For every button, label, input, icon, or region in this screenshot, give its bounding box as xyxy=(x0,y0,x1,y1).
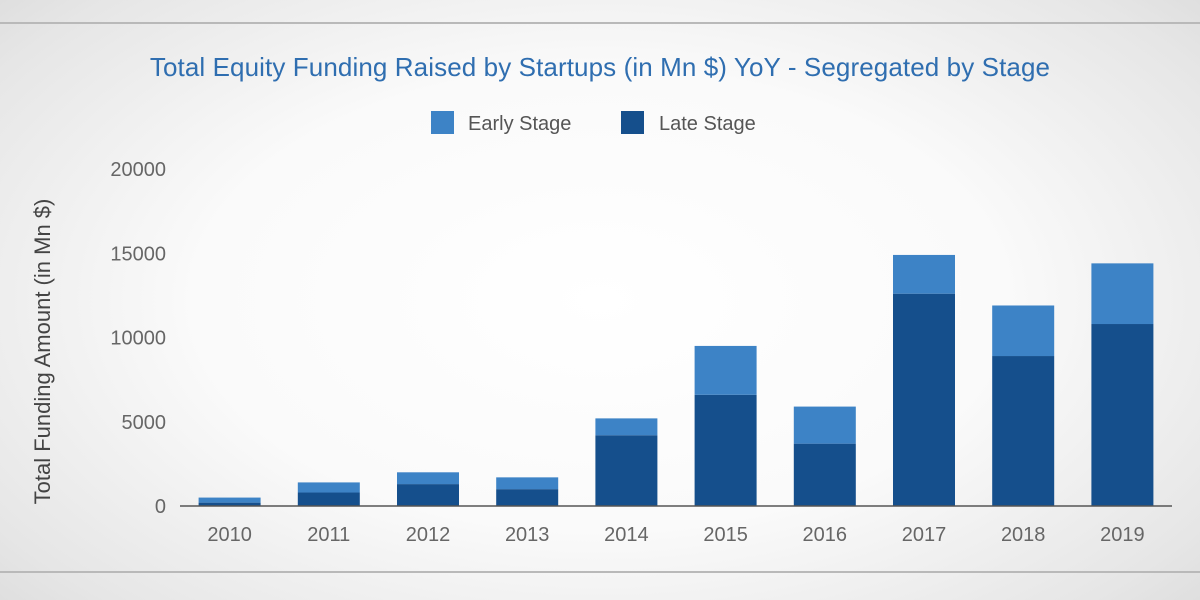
bar-early-stage xyxy=(893,254,955,294)
legend-swatch xyxy=(431,111,454,134)
top-divider xyxy=(0,22,1200,24)
y-tick-label: 0 xyxy=(155,496,166,518)
y-tick-label: 10000 xyxy=(110,328,166,350)
bar-late-stage xyxy=(694,394,757,506)
bar-late-stage xyxy=(793,443,856,506)
x-tick-label: 2012 xyxy=(406,524,451,546)
x-tick-label: 2019 xyxy=(1100,524,1145,546)
bar-early-stage xyxy=(1091,263,1154,325)
bar-early-stage xyxy=(992,305,1055,357)
x-tick-label: 2016 xyxy=(803,524,848,546)
legend-label: Late Stage xyxy=(659,113,756,135)
bar-early-stage xyxy=(397,472,459,485)
bar-late-stage xyxy=(297,492,360,506)
bar-late-stage xyxy=(496,489,559,506)
x-tick-label: 2017 xyxy=(902,524,947,546)
x-tick-label: 2014 xyxy=(604,524,649,546)
bar-late-stage xyxy=(397,484,459,506)
y-tick-label: 15000 xyxy=(110,243,166,265)
bar-late-stage xyxy=(893,293,955,506)
x-tick-label: 2013 xyxy=(505,524,550,546)
x-tick-label: 2018 xyxy=(1001,524,1046,546)
legend-swatch xyxy=(621,111,644,134)
bar-late-stage xyxy=(198,502,261,506)
bar-early-stage xyxy=(198,497,261,503)
bar-late-stage xyxy=(992,356,1055,506)
bar-early-stage xyxy=(595,418,658,436)
y-tick-label: 20000 xyxy=(110,159,166,181)
chart-title: Total Equity Funding Raised by Startups … xyxy=(149,52,1051,82)
x-tick-label: 2011 xyxy=(307,524,350,546)
bar-late-stage xyxy=(1091,324,1154,506)
bar-early-stage xyxy=(793,406,856,444)
bar-early-stage xyxy=(297,482,360,493)
bar-early-stage xyxy=(694,345,757,395)
bar-early-stage xyxy=(496,477,559,490)
x-tick-label: 2010 xyxy=(207,524,252,546)
y-axis-title: Total Funding Amount (in Mn $) xyxy=(30,199,55,505)
bottom-divider xyxy=(0,571,1200,573)
legend-label: Early Stage xyxy=(468,113,571,135)
bar-late-stage xyxy=(595,435,658,506)
x-tick-label: 2015 xyxy=(703,524,748,546)
y-tick-label: 5000 xyxy=(122,412,167,434)
